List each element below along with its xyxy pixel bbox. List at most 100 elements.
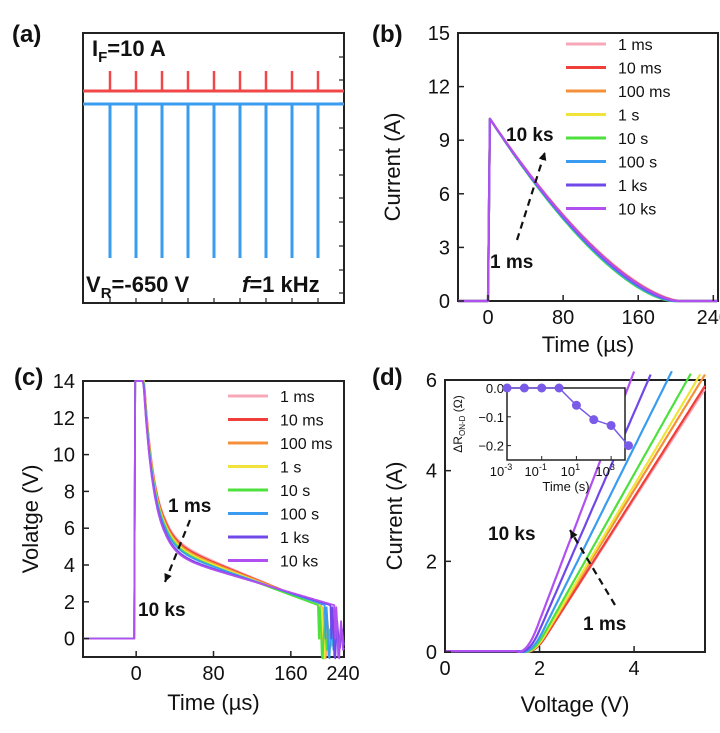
a-ann-part: V (86, 272, 101, 297)
panel-label-c: (c) (14, 364, 43, 391)
2-legend-label: 1 ms (280, 389, 315, 406)
c-series-line (83, 380, 345, 660)
inset-xtick-exponent: 3 (610, 462, 615, 472)
1-ytick-label: 9 (439, 130, 450, 152)
inset-x-axis-label: Time (s) (542, 479, 589, 494)
a-ann-part: =-650 V (112, 272, 190, 297)
1-x-axis-label: Time (µs) (542, 332, 635, 357)
3-xtick-label: 0 (439, 658, 450, 680)
2-xtick-label: 160 (274, 663, 307, 685)
2-x-axis-label: Time (µs) (167, 690, 260, 715)
a-ann-part: f (242, 272, 252, 297)
2-ytick-label: 8 (64, 481, 75, 503)
a-ann-part: =10 A (107, 36, 166, 61)
inset-ylabel-unit: (Ω) (451, 395, 465, 415)
3-ytick-label: 6 (426, 370, 437, 392)
inset-ytick-label: 0.0 (486, 381, 504, 396)
3-ytick-label: 2 (426, 551, 437, 573)
inset-xtick-exponent: 1 (575, 462, 580, 472)
d-plot-frame (444, 379, 706, 653)
inset-ylabel-part: ΔR (451, 436, 465, 453)
b-series-line (458, 117, 718, 303)
2-legend-label: 10 s (280, 483, 310, 500)
inset-xtick-label: 10-3 (490, 462, 512, 479)
1-ytick-label: 15 (428, 23, 450, 45)
inset-xtick-label: 103 (595, 462, 614, 479)
c-annotation-1ms: 1 ms (168, 496, 211, 517)
inset-xtick-label: 10-1 (524, 462, 546, 479)
inset-data-point (519, 383, 529, 393)
c-annotation-10ks: 10 ks (138, 600, 186, 621)
inset-data-point (623, 441, 633, 451)
1-legend-label: 100 ms (618, 84, 670, 101)
inset-xtick-exponent: -1 (539, 462, 547, 472)
b-trend-arrow-head (538, 152, 547, 161)
inset-xtick-label: 101 (561, 462, 580, 479)
inset-data-point (537, 383, 547, 393)
inset-xtick-base: 10 (561, 464, 575, 479)
a-frequency-annotation: f=1 kHz (242, 272, 320, 297)
d-annotation-10ks: 10 ks (488, 524, 536, 545)
b-plot-frame (457, 32, 719, 302)
2-ytick-label: 6 (64, 518, 75, 540)
2-legend-label: 1 s (280, 460, 301, 477)
inset-ylabel-sub: ON-D (458, 415, 467, 436)
3-x-axis-label: Voltage (V) (521, 692, 630, 717)
2-ytick-label: 0 (64, 629, 75, 651)
2-legend-label: 100 ms (280, 436, 332, 453)
1-xtick-label: 0 (482, 307, 493, 329)
2-legend-label: 10 ks (280, 554, 318, 571)
1-ytick-label: 0 (439, 291, 450, 313)
a-ann-part: R (101, 285, 112, 302)
1-legend-label: 10 ms (618, 61, 662, 78)
panel-label-d: (d) (372, 364, 403, 391)
1-legend-label: 100 s (618, 155, 657, 172)
1-ytick-label: 12 (428, 77, 450, 99)
panel-label-b: (b) (372, 21, 403, 48)
1-legend-label: 1 s (618, 108, 639, 125)
3-xtick-label: 4 (629, 658, 640, 680)
1-y-axis-label: Current (A) (380, 113, 405, 222)
3-ytick-label: 4 (426, 461, 437, 483)
inset-xtick-base: 10 (524, 464, 538, 479)
c-xtick-label: 240 (326, 663, 359, 685)
d-trend-arrow-head (570, 530, 578, 539)
1-legend-label: 1 ms (618, 37, 653, 54)
3-y-axis-label: Current (A) (382, 462, 407, 571)
1-ytick-label: 6 (439, 184, 450, 206)
inset-data-point (589, 415, 599, 425)
a-ann-part: I (92, 36, 98, 61)
2-legend-label: 1 ks (280, 530, 309, 547)
1-ytick-label: 3 (439, 237, 450, 259)
c-trend-arrow-head (164, 573, 172, 582)
a-ann-part: =1 kHz (249, 272, 319, 297)
2-y-axis-label: Volatge (V) (18, 465, 43, 574)
2-legend-label: 10 ms (280, 413, 324, 430)
1-xtick-label: 240 (697, 307, 720, 329)
1-legend-label: 1 ks (618, 178, 647, 195)
2-ytick-label: 4 (64, 555, 75, 577)
a-voltage-annotation: VR=-650 V (86, 272, 190, 302)
1-xtick-label: 160 (622, 307, 655, 329)
inset-data-point (606, 420, 616, 430)
1-legend-label: 10 ks (618, 202, 656, 219)
inset-y-axis-label: ΔRON-D (Ω) (451, 395, 467, 452)
inset-ytick-label: −0.2 (478, 439, 504, 454)
b-trend-arrow (515, 151, 547, 241)
2-ytick-label: 2 (64, 592, 75, 614)
2-xtick-label: 0 (131, 663, 142, 685)
d-annotation-1ms: 1 ms (583, 614, 626, 635)
panel-label-a: (a) (12, 21, 41, 48)
1-xtick-label: 80 (552, 307, 574, 329)
d-trend-arrow (569, 529, 616, 606)
2-ytick-label: 14 (53, 371, 75, 393)
inset-xtick-exponent: -3 (504, 462, 512, 472)
b-annotation-10ks: 10 ks (506, 125, 554, 146)
inset-data-point (554, 383, 564, 393)
inset-data-point (502, 383, 512, 393)
3-xtick-label: 2 (534, 658, 545, 680)
inset-xtick-base: 10 (490, 464, 504, 479)
1-legend-label: 10 s (618, 131, 648, 148)
inset-ytick-label: −0.1 (478, 410, 504, 425)
